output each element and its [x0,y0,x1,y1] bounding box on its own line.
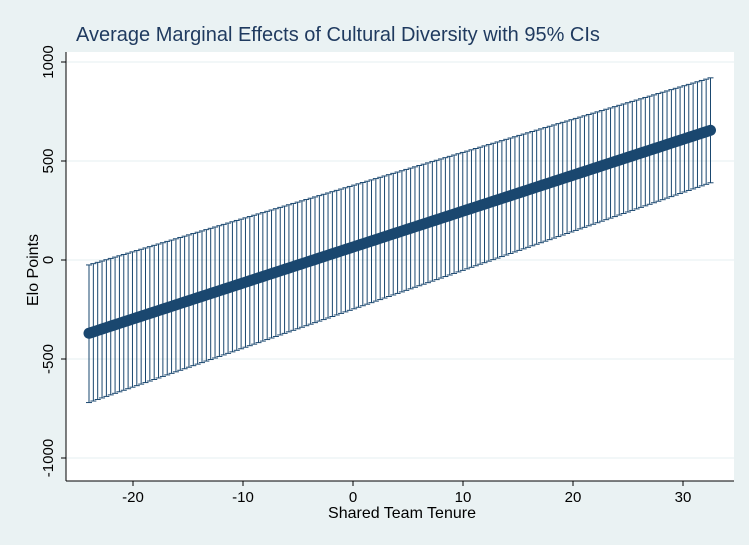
marginal-effect-line [83,124,716,339]
y-tick-label-500: 500 [40,148,57,173]
x-tick-label-20: 20 [565,489,582,506]
x-tick-label--20: -20 [122,489,144,506]
y-tick-label-0: 0 [40,256,57,264]
x-axis-title: Shared Team Tenure [328,505,476,522]
y-tick-label-1000: 1000 [40,45,57,78]
x-tick-label-0: 0 [349,489,357,506]
y-axis-title: Elo Points [25,234,42,306]
plot-background [66,52,734,481]
x-tick-label--10: -10 [232,489,254,506]
chart-title: Average Marginal Effects of Cultural Div… [76,24,600,46]
y-tick-label--500: -500 [40,344,57,374]
y-tick-label--1000: -1000 [40,439,57,477]
x-tick-label-30: 30 [675,489,692,506]
effect-line-series-0 [83,124,716,339]
axes: 1000 500 0 -500 -1000 -20 -10 0 10 20 30 [40,45,734,506]
x-tick-label-10: 10 [455,489,472,506]
